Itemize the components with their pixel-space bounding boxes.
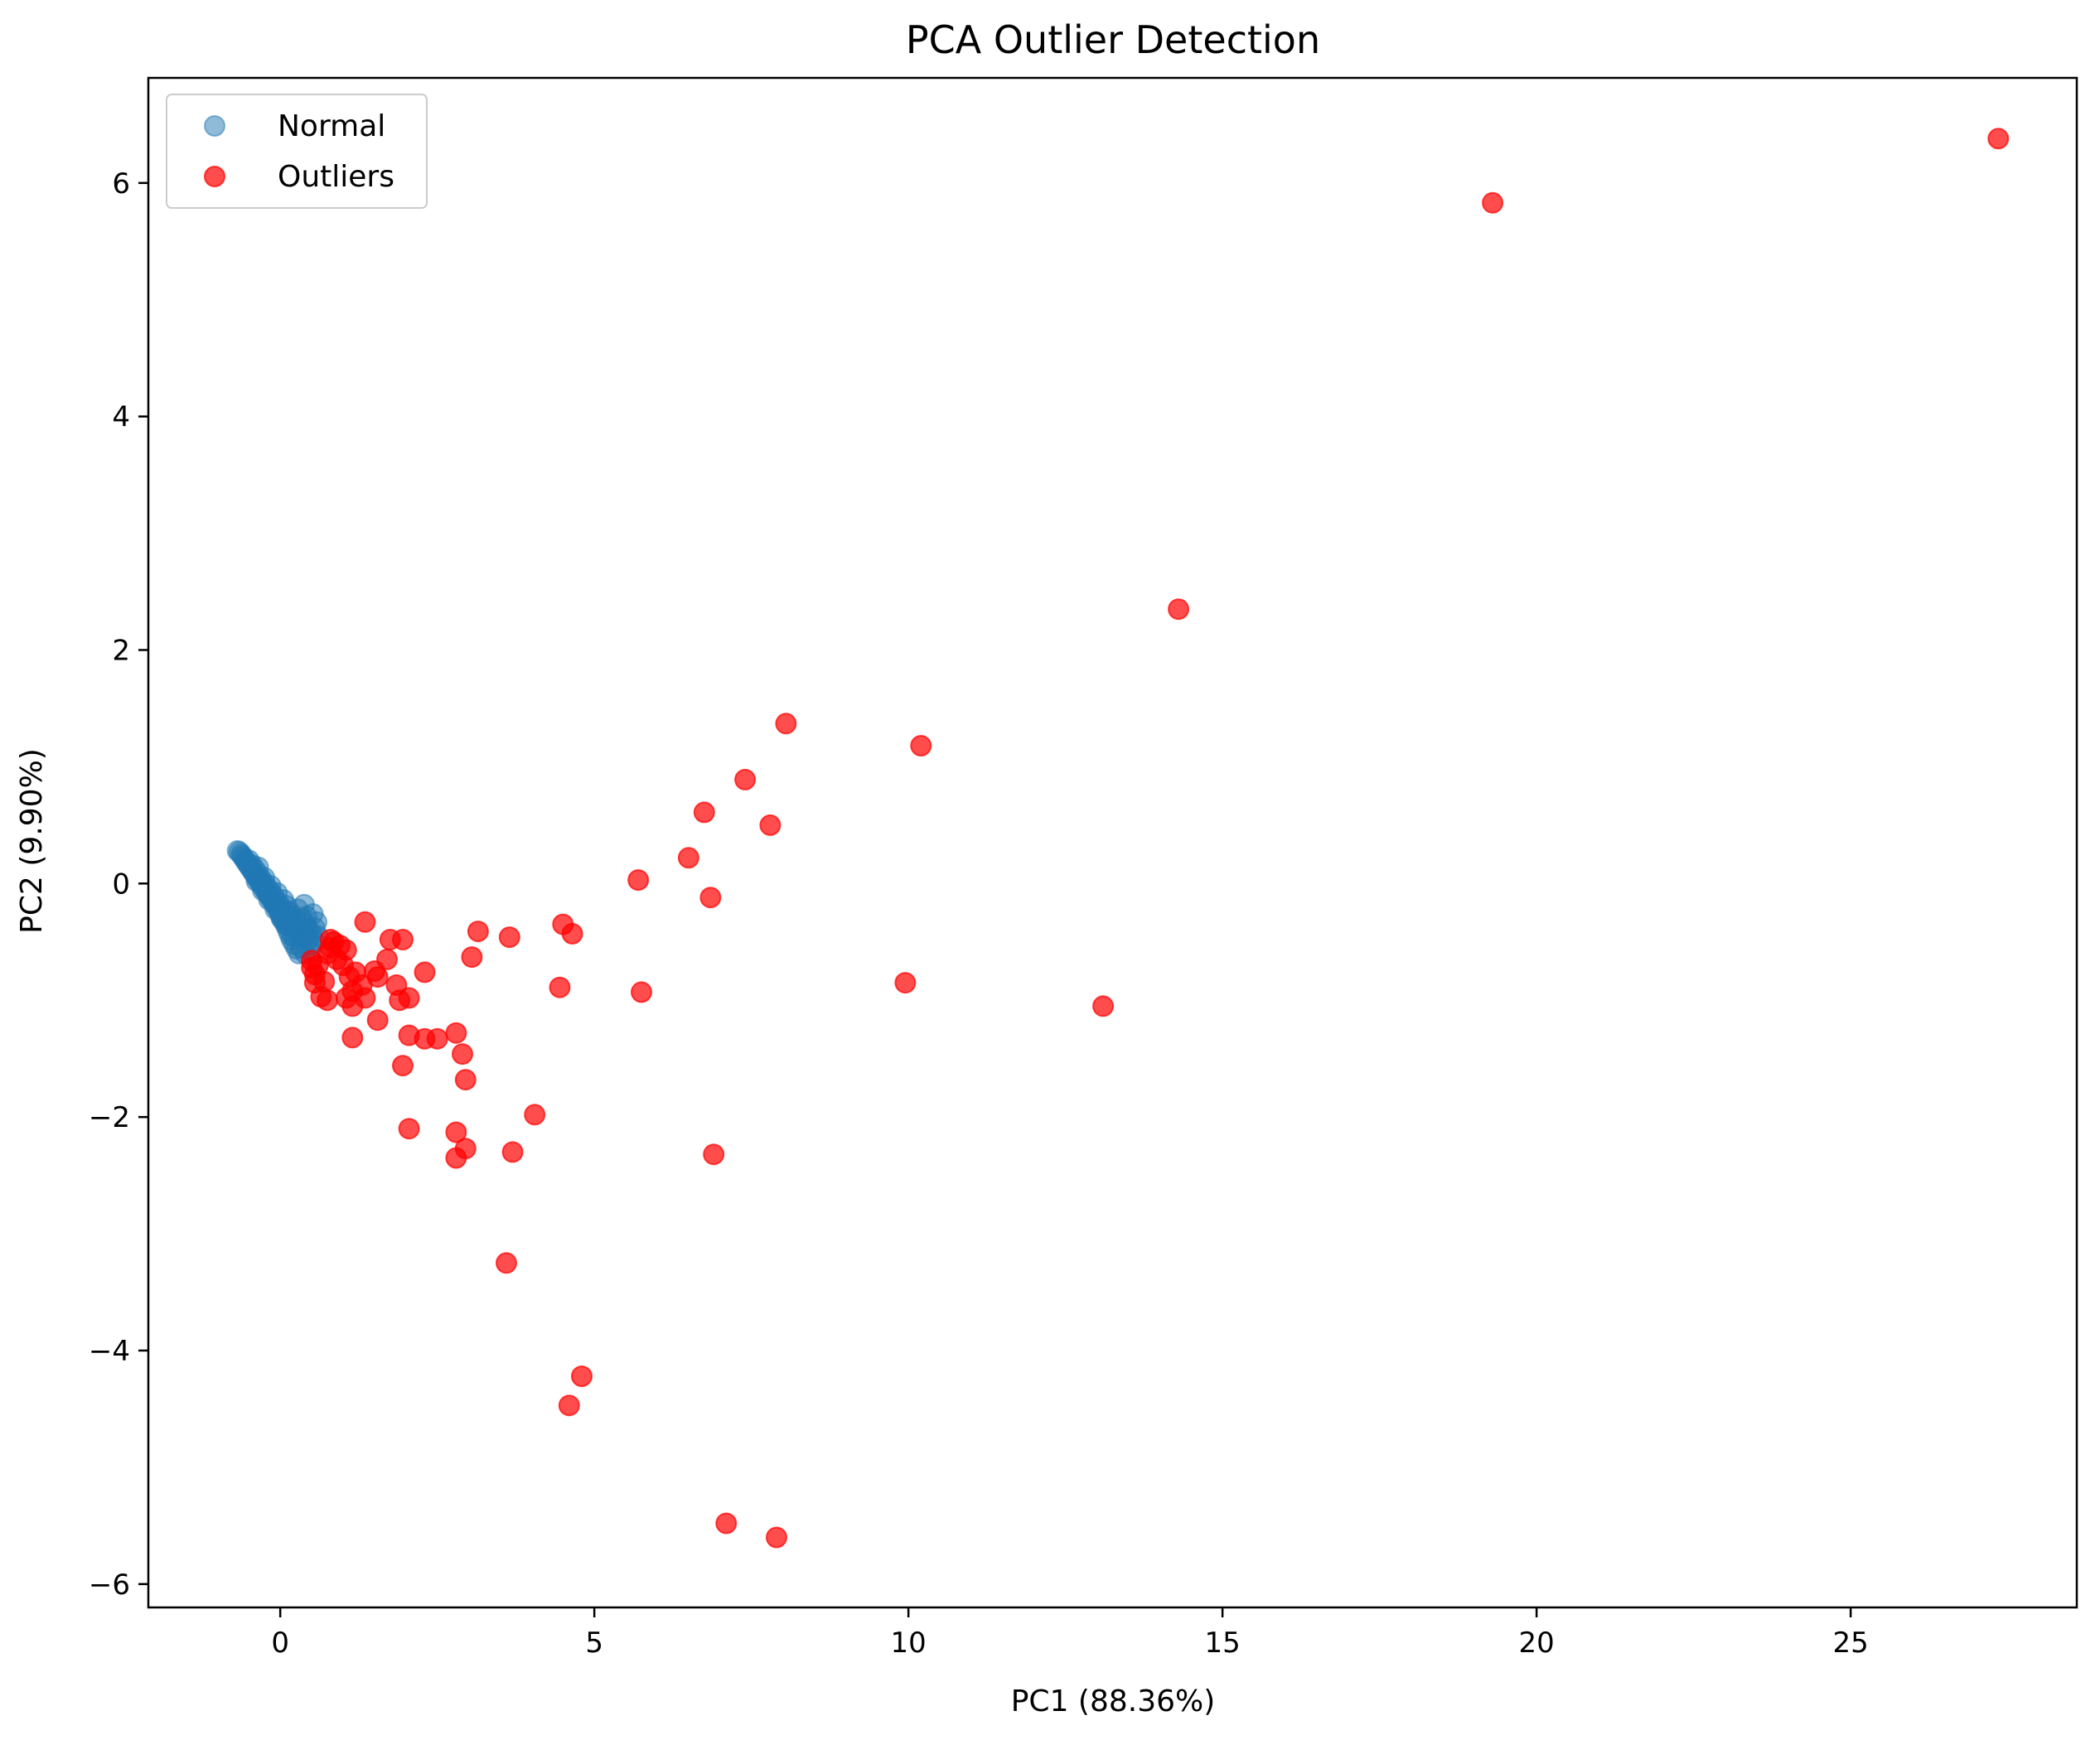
outliers-point-72 — [715, 1512, 738, 1535]
outliers-point-1 — [1482, 191, 1504, 214]
legend-marker-outliers — [204, 166, 225, 187]
outliers-point-73 — [766, 1526, 787, 1549]
outliers-point-5 — [734, 768, 757, 790]
outliers-point-49 — [345, 961, 367, 984]
outliers-point-7 — [759, 814, 781, 836]
outliers-point-54 — [341, 1027, 364, 1049]
outliers-point-51 — [631, 981, 652, 1003]
y-axis-ticks: −6 −4 −2 0 2 4 6 — [89, 167, 148, 1602]
y-tick-label: −6 — [89, 1568, 130, 1602]
outliers-point-12 — [561, 922, 583, 945]
outliers-point-14 — [467, 921, 489, 943]
outliers-point-53 — [1092, 995, 1115, 1017]
outliers-point-31 — [341, 995, 364, 1017]
outliers-point-52 — [894, 972, 917, 994]
y-tick-label: 2 — [112, 634, 130, 667]
outliers-point-6 — [693, 801, 715, 824]
outliers-point-67 — [501, 1141, 524, 1163]
outliers-point-59 — [452, 1043, 473, 1066]
outliers-point-68 — [703, 1143, 725, 1166]
outliers-point-2 — [1168, 598, 1190, 621]
outliers-point-30 — [366, 1009, 389, 1032]
x-tick-label: 0 — [271, 1626, 289, 1660]
normal-point-89 — [245, 870, 268, 892]
outliers-point-50 — [549, 976, 571, 998]
outliers-point-19 — [354, 911, 376, 933]
outliers-point-60 — [454, 1069, 477, 1091]
outliers-point-13 — [498, 926, 520, 949]
outliers-point-58 — [445, 1022, 467, 1044]
legend: Normal Outliers — [166, 94, 428, 209]
outliers-point-66 — [445, 1147, 467, 1169]
chart-title: PCA Outlier Detection — [906, 17, 1320, 62]
outliers-point-0 — [1987, 128, 2010, 150]
x-tick-label: 10 — [891, 1626, 927, 1660]
outliers-point-61 — [392, 1055, 414, 1077]
outliers-point-44 — [319, 929, 341, 950]
outliers-point-70 — [571, 1365, 593, 1387]
axes-frame — [147, 76, 2078, 1609]
outliers-point-71 — [558, 1394, 580, 1417]
outliers-point-3 — [910, 735, 932, 756]
outliers-point-29 — [398, 987, 420, 1009]
normal-series — [226, 839, 329, 964]
x-axis-ticks: 0 5 10 15 20 25 — [271, 1607, 1869, 1660]
outliers-point-48 — [313, 970, 336, 993]
outliers-point-10 — [699, 887, 722, 909]
outliers-point-63 — [398, 1118, 420, 1140]
y-tick-label: 6 — [112, 167, 130, 201]
y-tick-label: 0 — [112, 868, 130, 901]
normal-point-78 — [296, 905, 317, 927]
outliers-point-15 — [461, 946, 483, 969]
outliers-point-69 — [496, 1252, 517, 1274]
outliers-point-18 — [379, 929, 401, 950]
outliers-point-8 — [677, 847, 699, 869]
x-tick-label: 20 — [1519, 1626, 1555, 1660]
outliers-point-4 — [775, 713, 797, 735]
outliers-point-57 — [426, 1027, 448, 1050]
outliers-point-64 — [445, 1121, 467, 1143]
y-tick-label: 4 — [112, 401, 130, 434]
legend-label-outliers: Outliers — [278, 160, 394, 194]
x-axis-label: PC1 (88.36%) — [1011, 1684, 1216, 1718]
legend-marker-normal — [204, 115, 225, 137]
y-tick-label: −2 — [89, 1101, 130, 1134]
x-tick-label: 25 — [1832, 1626, 1868, 1660]
x-tick-label: 5 — [585, 1626, 603, 1660]
plot-area — [226, 128, 2010, 1549]
legend-box — [166, 94, 428, 209]
legend-label-normal: Normal — [278, 109, 385, 143]
y-axis-label: PC2 (9.90%) — [15, 748, 49, 934]
outliers-point-62 — [524, 1104, 546, 1126]
outliers-point-16 — [414, 961, 436, 984]
outliers-point-9 — [627, 869, 650, 892]
y-tick-label: −4 — [89, 1335, 130, 1368]
x-tick-label: 15 — [1205, 1626, 1241, 1660]
outliers-series — [301, 128, 2010, 1549]
